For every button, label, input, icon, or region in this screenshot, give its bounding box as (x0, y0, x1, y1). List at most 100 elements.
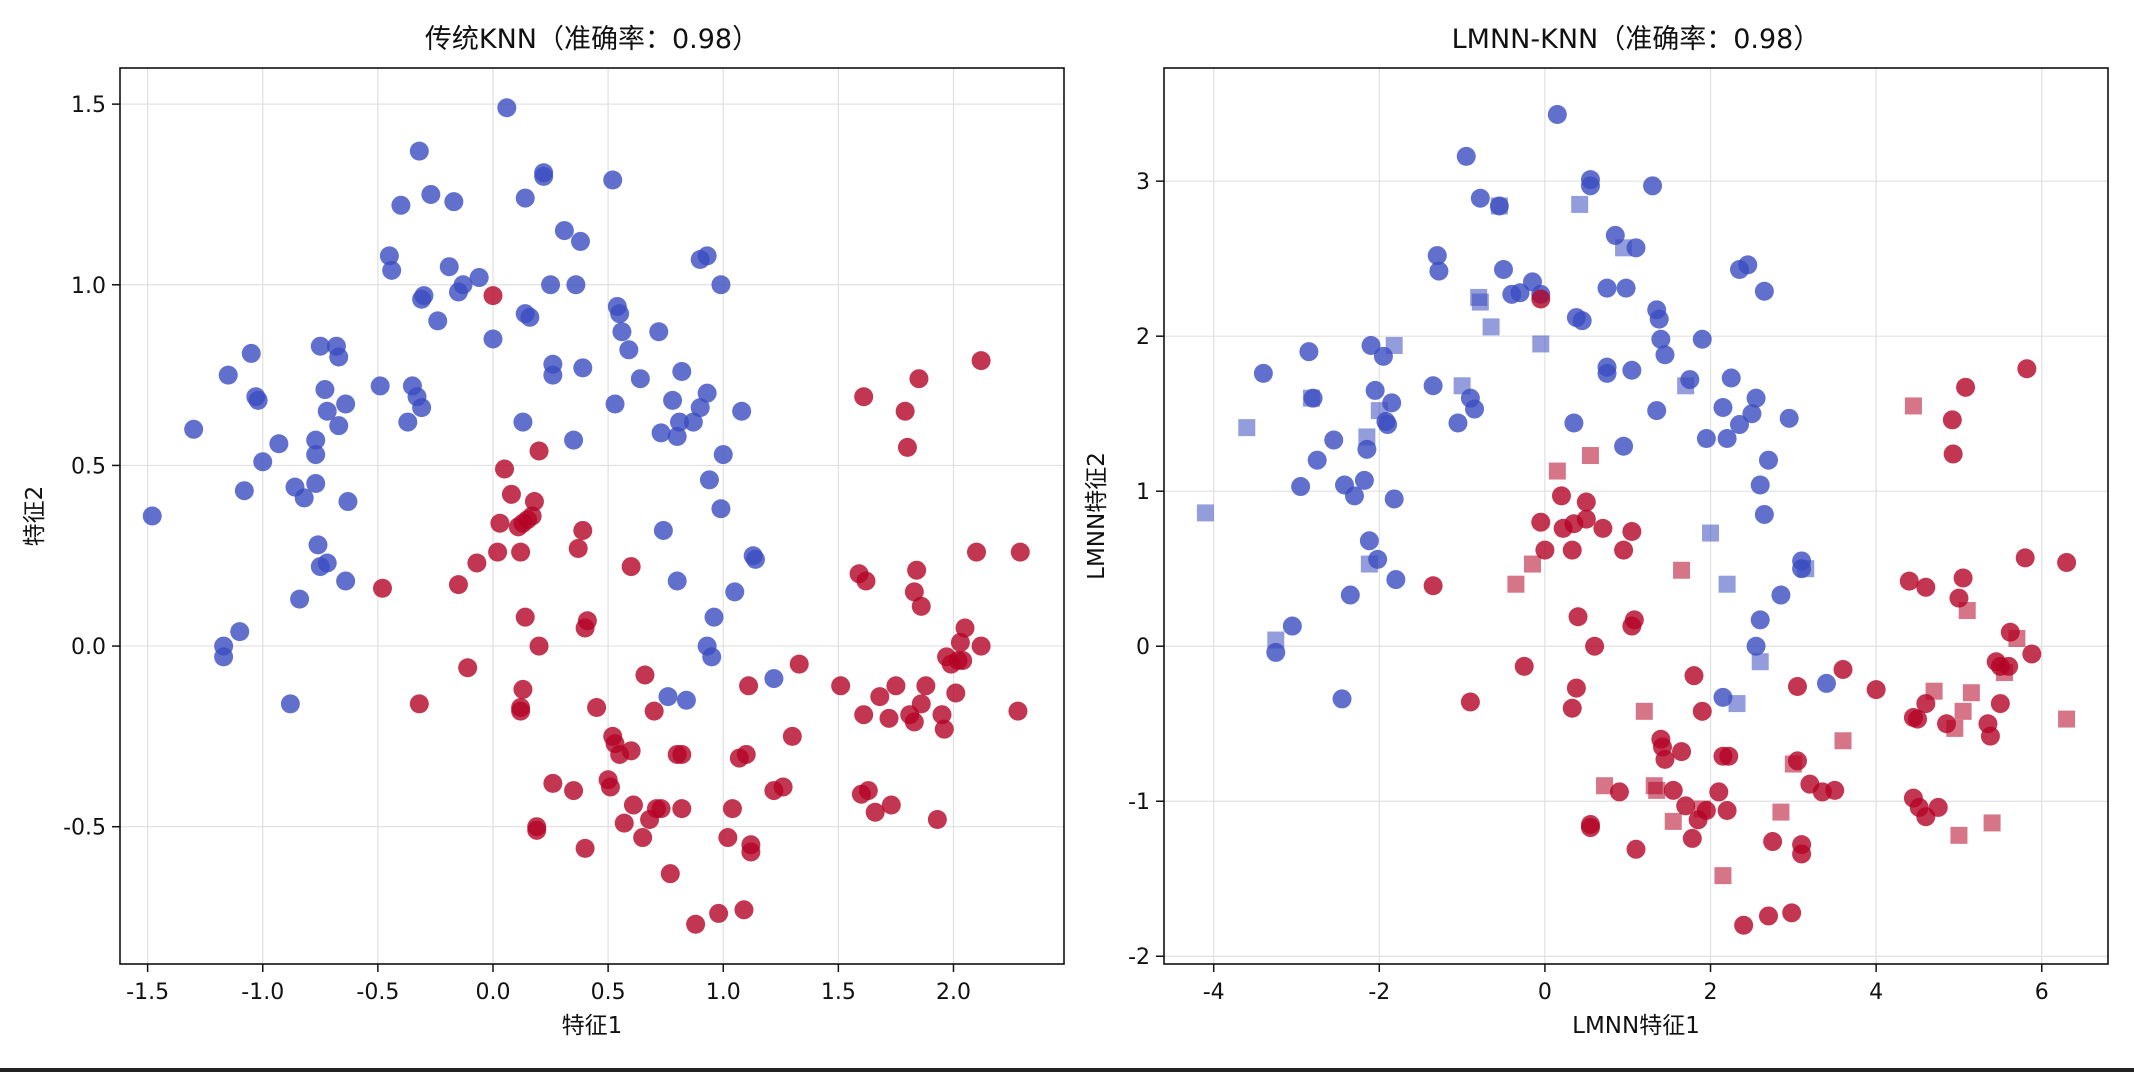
left-data-point (653, 520, 673, 540)
right-data-point (1514, 656, 1534, 676)
left-x-tick-label: 1.0 (706, 980, 741, 1005)
right-data-point-square (1648, 781, 1666, 799)
right-data-point (1572, 311, 1592, 331)
left-data-point (764, 669, 784, 689)
left-data-point (414, 286, 434, 306)
left-y-tick-label: 1.0 (71, 274, 106, 299)
right-data-point (1531, 289, 1551, 309)
right-data-point (1676, 796, 1696, 816)
right-y-tick-label: -1 (1128, 790, 1150, 815)
left-data-point (718, 828, 738, 848)
right-data-point (1344, 486, 1364, 506)
right-x-tick-label: 6 (2035, 980, 2049, 1005)
right-data-point (1307, 450, 1327, 470)
right-data-point (1899, 571, 1919, 591)
right-data-point (1903, 708, 1923, 728)
right-y-tick-label: 3 (1136, 170, 1150, 195)
left-data-point (142, 506, 162, 526)
right-data-point (1651, 329, 1671, 349)
right-data-point-square (1714, 867, 1732, 885)
right-data-point (1746, 388, 1766, 408)
left-y-tick-label: 0.0 (71, 635, 106, 660)
left-data-point (644, 701, 664, 721)
left-data-point (570, 231, 590, 251)
left-data-point (409, 141, 429, 161)
left-data-point (329, 416, 349, 436)
right-data-point (1531, 512, 1551, 532)
right-data-point-square (1490, 197, 1508, 215)
left-data-point (483, 329, 503, 349)
left-data-point (382, 260, 402, 280)
right-data-point (1494, 260, 1514, 280)
left-data-point (1010, 542, 1030, 562)
right-data-point (1709, 782, 1729, 802)
left-data-point (669, 412, 689, 432)
right-data-point-square (1482, 318, 1500, 336)
left-data-point (711, 275, 731, 295)
left-data-point (448, 575, 468, 595)
left-x-tick-label: 1.5 (821, 980, 856, 1005)
right-data-point-square (1946, 719, 1964, 737)
left-data-point (734, 900, 754, 920)
right-data-point (1510, 283, 1530, 303)
right-data-point (1616, 278, 1636, 298)
right-data-point (1299, 342, 1319, 362)
left-data-point (469, 268, 489, 288)
left-data-point (946, 683, 966, 703)
right-data-point-square (1267, 631, 1285, 649)
right-data-point (1576, 492, 1596, 512)
right-data-point (1833, 659, 1853, 679)
right-data-point (1564, 413, 1584, 433)
right-data-point (1580, 818, 1600, 838)
left-data-point (241, 343, 261, 363)
left-data-point (603, 170, 623, 190)
left-data-point (543, 773, 563, 793)
left-data-point (732, 401, 752, 421)
right-data-point (1942, 410, 1962, 430)
left-data-point (623, 795, 643, 815)
left-data-point (522, 506, 542, 526)
left-data-point (253, 452, 273, 472)
left-data-point (214, 647, 234, 667)
right-data-point (1758, 906, 1778, 926)
right-data-point (1953, 568, 1973, 588)
left-data-point (495, 459, 515, 479)
left-data-point (672, 744, 692, 764)
right-data-point (1990, 694, 2010, 714)
right-data-point (1547, 105, 1567, 125)
left-data-point (621, 741, 641, 761)
right-data-point (1429, 261, 1449, 281)
right-data-point (1787, 677, 1807, 697)
left-data-point (290, 589, 310, 609)
left-data-point (967, 542, 987, 562)
left-data-point (458, 658, 478, 678)
left-data-point (856, 571, 876, 591)
left-data-point (294, 488, 314, 508)
left-data-point (529, 636, 549, 656)
left-data-point (398, 412, 418, 432)
right-data-point (1456, 146, 1476, 166)
right-data-point-square (1797, 560, 1815, 578)
left-data-point (564, 781, 584, 801)
right-data-point (1614, 436, 1634, 456)
right-data-point (1566, 678, 1586, 698)
left-data-point (702, 647, 722, 667)
left-data-point (955, 618, 975, 638)
right-data-point (1332, 689, 1352, 709)
right-axes-frame (1163, 67, 2109, 965)
left-data-point (428, 311, 448, 331)
left-data-point (672, 361, 692, 381)
right-data-point (1746, 636, 1766, 656)
right-data-point (1713, 687, 1733, 707)
left-data-point (306, 445, 326, 465)
right-data-point (1580, 176, 1600, 196)
right-data-point (1291, 477, 1311, 497)
right-data-point-square (1471, 293, 1489, 311)
right-data-point (1568, 607, 1588, 627)
right-y-tick-label: 1 (1136, 480, 1150, 505)
left-data-point (575, 838, 595, 858)
right-data-point (1465, 399, 1485, 419)
right-data-point-square (1385, 336, 1403, 354)
left-data-point (338, 492, 358, 512)
right-data-point-square (1983, 814, 2001, 832)
